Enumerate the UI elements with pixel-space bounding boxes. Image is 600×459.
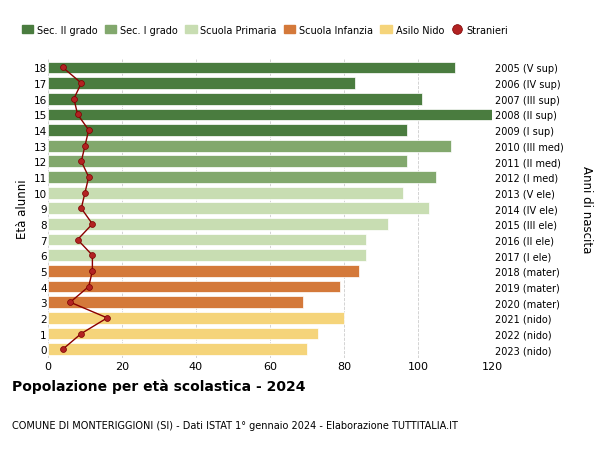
Bar [48, 265, 359, 277]
Bar [48, 125, 407, 137]
Bar [48, 250, 366, 262]
Point [84, 283, 94, 291]
Point [80, 143, 90, 150]
Point [103, 314, 112, 322]
Bar [48, 62, 455, 74]
Bar [48, 312, 344, 324]
Point [65, 299, 75, 306]
Point [69, 96, 79, 103]
Bar [48, 156, 407, 168]
Point [77, 330, 86, 337]
Point [73, 236, 82, 244]
Point [80, 190, 90, 197]
Point [58, 346, 68, 353]
Point [77, 205, 86, 213]
Point [77, 80, 86, 88]
Point [58, 65, 68, 72]
Point [84, 127, 94, 134]
Bar [48, 344, 307, 355]
Bar [48, 328, 318, 340]
Bar [48, 172, 436, 184]
Y-axis label: Anni di nascita: Anni di nascita [580, 165, 593, 252]
Bar [48, 140, 451, 152]
Legend: Sec. II grado, Sec. I grado, Scuola Primaria, Scuola Infanzia, Asilo Nido, Stran: Sec. II grado, Sec. I grado, Scuola Prim… [22, 26, 508, 36]
Point [88, 268, 97, 275]
Point [84, 174, 94, 181]
Y-axis label: Età alunni: Età alunni [16, 179, 29, 239]
Bar [48, 187, 403, 199]
Bar [48, 218, 388, 230]
Bar [48, 78, 355, 90]
Text: COMUNE DI MONTERIGGIONI (SI) - Dati ISTAT 1° gennaio 2024 - Elaborazione TUTTITA: COMUNE DI MONTERIGGIONI (SI) - Dati ISTA… [12, 420, 458, 430]
Point [77, 158, 86, 166]
Bar [48, 297, 303, 308]
Text: Popolazione per età scolastica - 2024: Popolazione per età scolastica - 2024 [12, 379, 305, 393]
Bar [48, 234, 366, 246]
Bar [48, 94, 422, 106]
Bar [48, 281, 340, 293]
Bar [48, 109, 492, 121]
Point [73, 112, 82, 119]
Point [88, 221, 97, 228]
Point [88, 252, 97, 259]
Bar [48, 203, 429, 215]
